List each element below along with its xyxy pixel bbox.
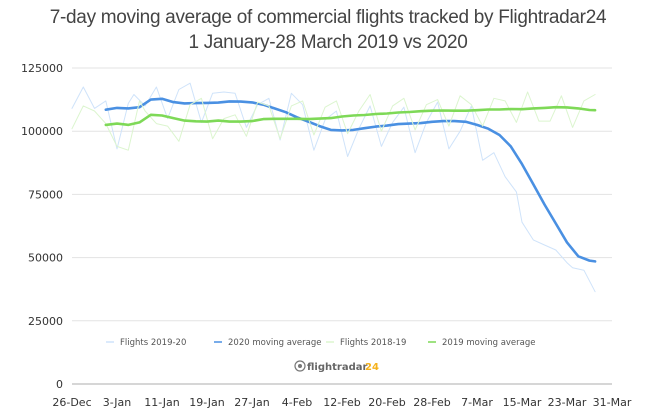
y-tick-label: 75000 — [28, 188, 63, 201]
series-flights-2019-20 — [71, 82, 596, 293]
x-tick-label: 28-Feb — [413, 396, 450, 409]
x-tick-label: 19-Jan — [189, 396, 225, 409]
legend: Flights 2019-20 2020 moving average Flight… — [106, 338, 536, 348]
series-2020-moving-average — [104, 97, 597, 263]
x-tick-label: 12-Feb — [323, 396, 360, 409]
series-line — [104, 105, 597, 127]
x-tick-label: 31-Mar — [593, 396, 632, 409]
x-tick-label: 7-Mar — [461, 396, 493, 409]
chart-subtitle: 1 January-28 March 2019 vs 2020 — [188, 32, 468, 53]
legend-label: 2020 moving average — [228, 338, 322, 348]
watermark-text: flightradar — [307, 362, 367, 373]
x-tick-label: 27-Jan — [234, 396, 270, 409]
x-tick-label: 15-Mar — [503, 396, 542, 409]
legend-label: Flights 2019-20 — [120, 338, 186, 348]
x-tick-label: 11-Jan — [144, 396, 180, 409]
x-tick-label: 3-Jan — [103, 396, 132, 409]
series-2019-moving-average — [104, 105, 597, 127]
legend-item: Flights 2019-20 — [106, 338, 186, 348]
series-flights-2018-19 — [71, 91, 596, 151]
series-line — [71, 82, 596, 293]
radar-icon-dot — [298, 364, 302, 368]
x-tick-label: 26-Dec — [52, 396, 91, 409]
legend-item: 2019 moving average — [428, 338, 536, 348]
x-tick-label: 4-Feb — [282, 396, 312, 409]
y-tick-label: 100000 — [21, 125, 63, 138]
legend-item: 2020 moving average — [214, 338, 322, 348]
series-line — [104, 97, 597, 263]
watermark-accent: 24 — [365, 362, 379, 373]
x-tick-label: 23-Mar — [548, 396, 587, 409]
chart-title: 7-day moving average of commercial fligh… — [49, 7, 607, 28]
y-tick-label: 0 — [56, 378, 63, 391]
y-tick-label: 125000 — [21, 62, 63, 75]
series-line — [71, 91, 596, 151]
legend-item: Flights 2018-19 — [326, 338, 406, 348]
y-tick-label: 50000 — [28, 252, 63, 265]
legend-label: Flights 2018-19 — [340, 338, 406, 348]
x-tick-label: 20-Feb — [368, 396, 405, 409]
legend-label: 2019 moving average — [442, 338, 536, 348]
radar-icon — [294, 360, 306, 372]
y-tick-label: 25000 — [28, 315, 63, 328]
